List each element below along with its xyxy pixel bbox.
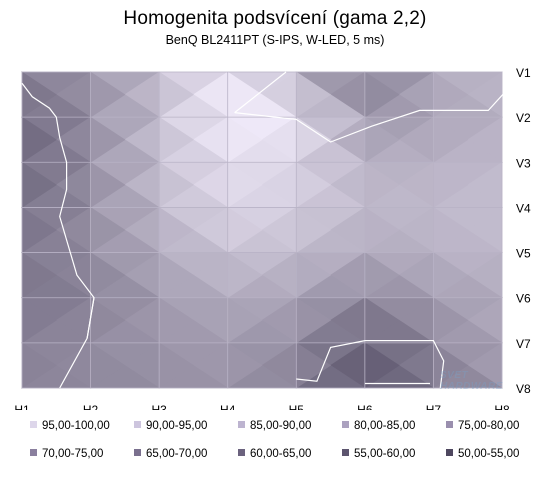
y-tick-label: V1: [516, 66, 531, 80]
contour-line: [234, 71, 287, 114]
legend-label: 85,00-90,00: [250, 420, 312, 432]
x-tick-label: H6: [357, 403, 373, 410]
legend-label: 60,00-65,00: [250, 448, 312, 460]
legend-item: 85,00-90,00: [238, 420, 311, 432]
legend-item: 80,00-85,00: [342, 420, 415, 432]
y-tick-label: V6: [516, 292, 531, 306]
y-axis-ticks: V1 V2 V3 V4 V5 V6 V7 V8: [516, 66, 531, 396]
heatmap-chart: H1 H2 H3 H4 H5 H6 H7 H8 V1 V2 V3 V4 V5 V6 V7 V8: [14, 66, 550, 410]
x-tick-label: H5: [289, 403, 305, 410]
x-tick-label: H4: [220, 403, 236, 410]
legend-swatch: [342, 421, 349, 428]
legend-item: 75,00-80,00: [446, 420, 519, 432]
contour-line: [234, 80, 550, 143]
legend-swatch: [342, 449, 349, 456]
legend-item: 70,00-75,00: [30, 448, 103, 460]
legend-label: 55,00-60,00: [354, 448, 416, 460]
legend-item: 95,00-100,00: [30, 420, 110, 432]
legend-swatch: [134, 449, 141, 456]
legend-swatch: [134, 421, 141, 428]
heatmap-cells: [20, 71, 504, 389]
legend-label: 70,00-75,00: [42, 448, 104, 460]
y-tick-label: V2: [516, 111, 531, 125]
contour-line: [296, 340, 445, 389]
contour-line: [86, 297, 95, 339]
chart-subtitle: BenQ BL2411PT (S-IPS, W-LED, 5 ms): [165, 33, 385, 47]
legend-swatch: [30, 449, 37, 456]
legend-item: 90,00-95,00: [134, 420, 207, 432]
legend-label: 65,00-70,00: [146, 448, 208, 460]
legend-label: 95,00-100,00: [42, 420, 110, 432]
legend-item: 65,00-70,00: [134, 448, 207, 460]
y-tick-label: V7: [516, 337, 531, 351]
watermark-logo: SVET HARDWARE: [440, 370, 503, 392]
legend-swatch: [238, 421, 245, 428]
legend-swatch: [446, 421, 453, 428]
x-tick-label: H2: [83, 403, 99, 410]
y-tick-label: V4: [516, 201, 531, 215]
legend-item: 55,00-60,00: [342, 448, 415, 460]
legend-swatch: [446, 449, 453, 456]
legend-item: 60,00-65,00: [238, 448, 311, 460]
y-tick-label: V3: [516, 156, 531, 170]
legend-label: 80,00-85,00: [354, 420, 416, 432]
y-tick-label: V5: [516, 247, 531, 261]
x-tick-label: H8: [494, 403, 510, 410]
x-tick-label: H3: [151, 403, 167, 410]
x-tick-label: H1: [14, 403, 30, 410]
x-tick-label: H7: [426, 403, 442, 410]
legend-swatch: [238, 449, 245, 456]
legend-item: 50,00-55,00: [446, 448, 519, 460]
legend-label: 75,00-80,00: [458, 420, 520, 432]
chart-title: Homogenita podsvícení (gama 2,2): [123, 8, 427, 29]
legend-label: 90,00-95,00: [146, 420, 208, 432]
legend-swatch: [30, 421, 37, 428]
legend-label: 50,00-55,00: [458, 448, 520, 460]
y-tick-label: V8: [516, 382, 531, 396]
x-axis-ticks: H1 H2 H3 H4 H5 H6 H7 H8: [14, 403, 510, 410]
contour-lines: [21, 71, 550, 389]
